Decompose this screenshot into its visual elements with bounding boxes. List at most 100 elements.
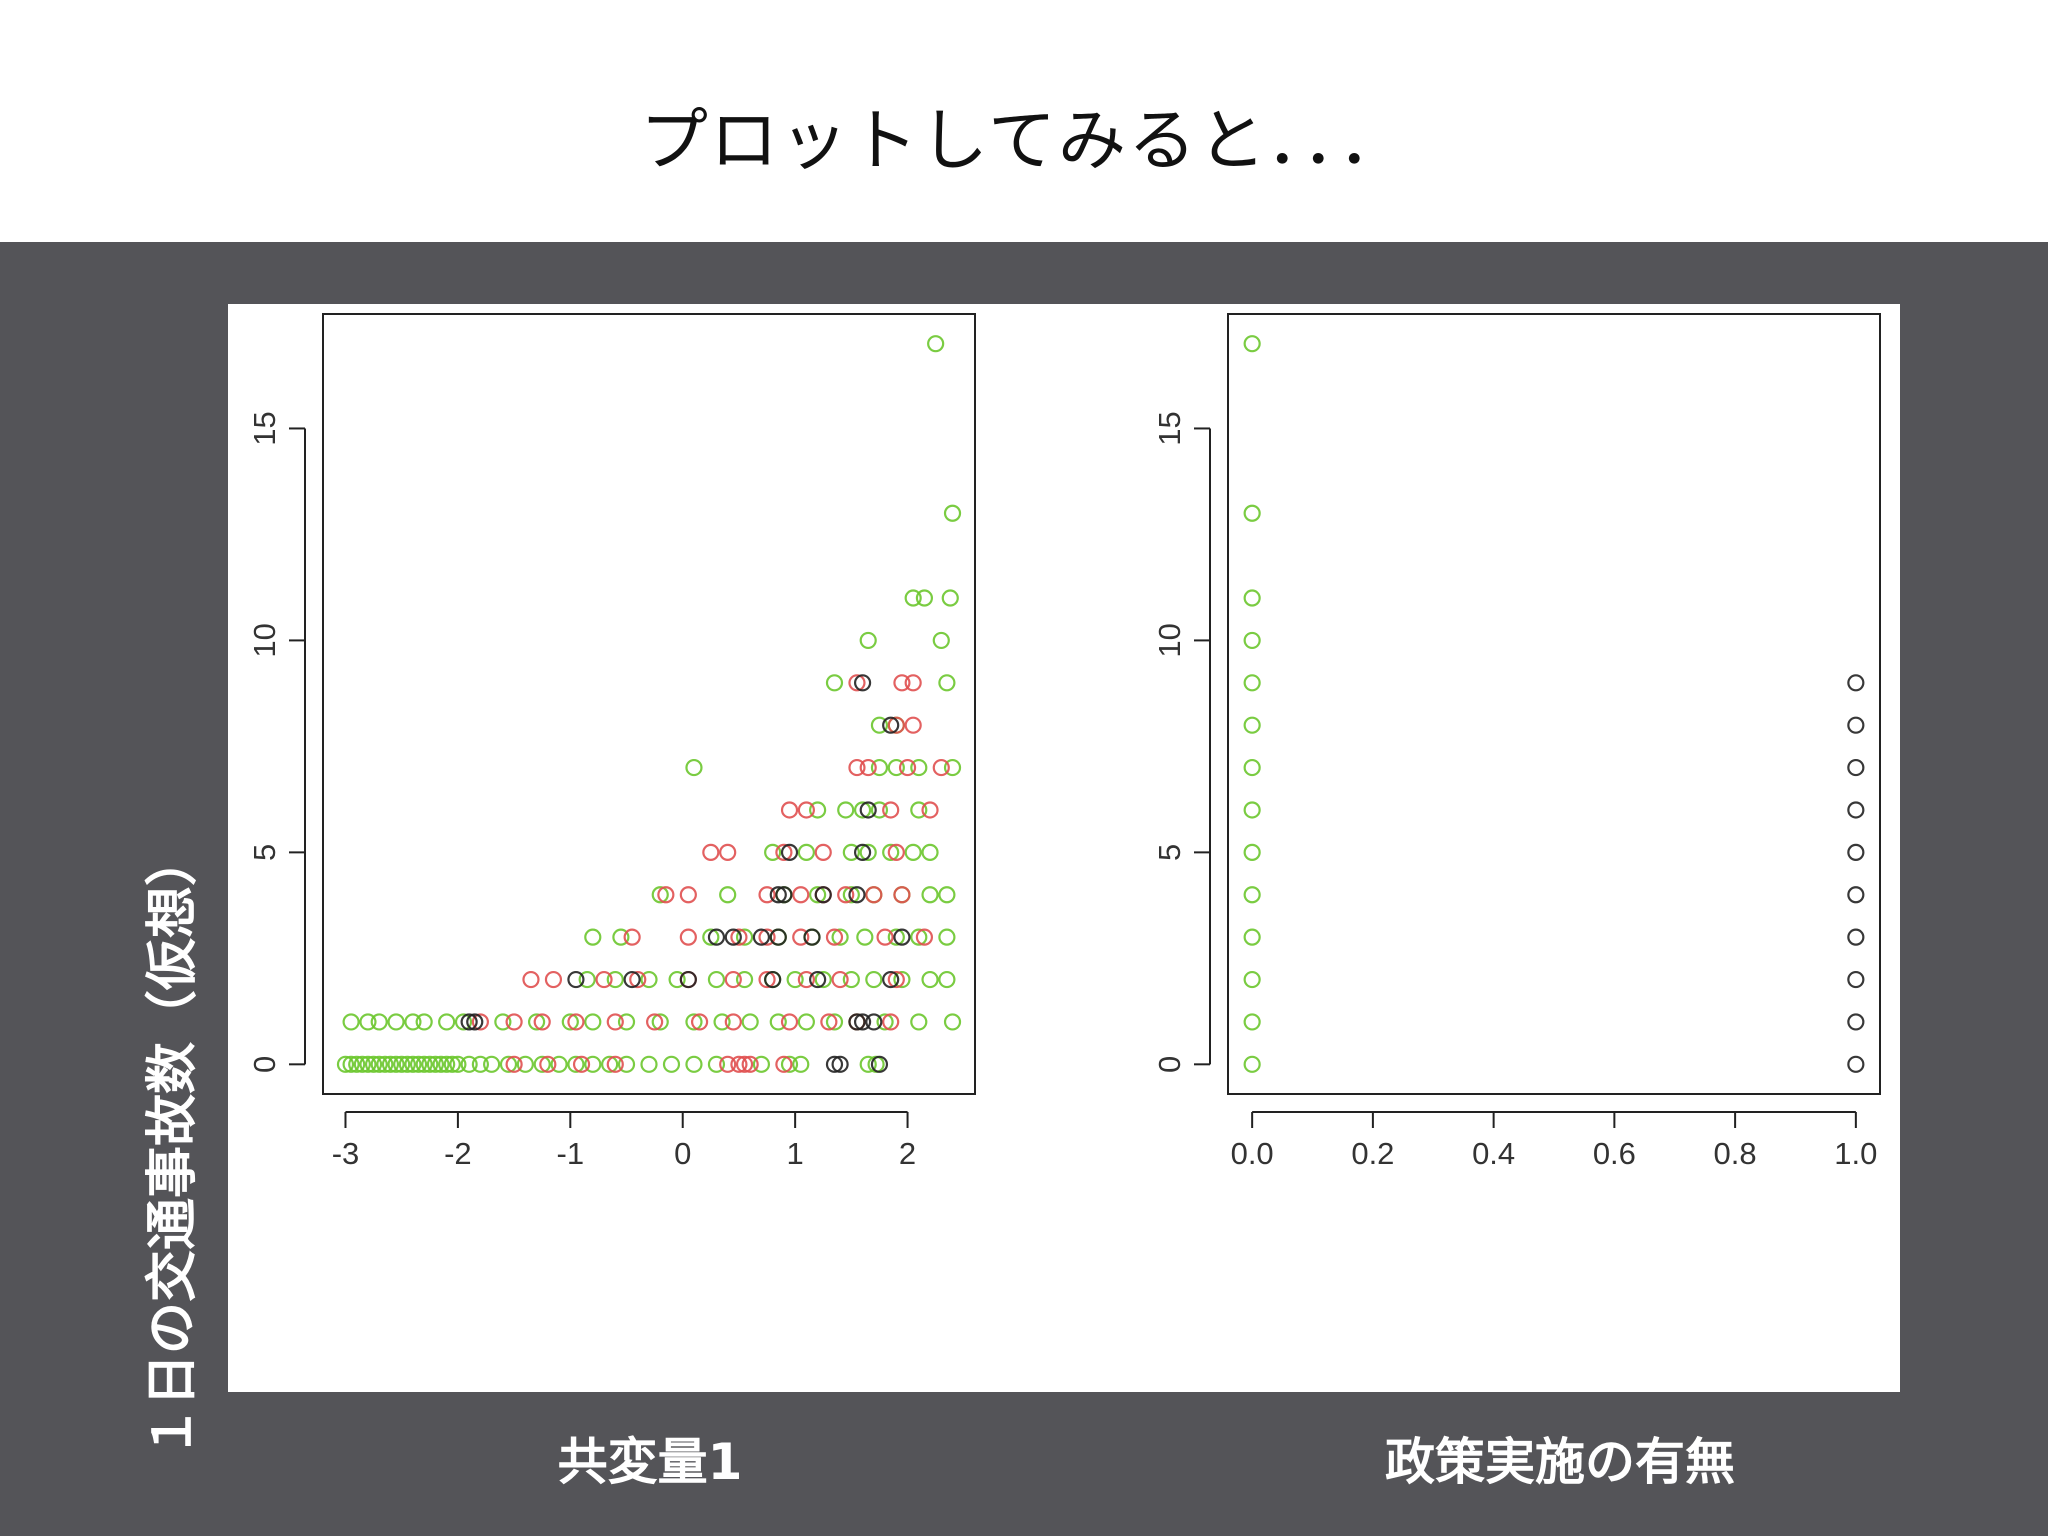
data-point-red	[780, 801, 799, 819]
data-point-green	[421, 1055, 439, 1073]
data-point-green	[853, 801, 872, 819]
data-point-green	[943, 504, 962, 522]
x-tick-label-covariate: 1	[787, 1136, 804, 1171]
x-tick-label-covariate: -2	[444, 1136, 472, 1171]
x-axis-label-covariate: 共変量1	[557, 1433, 743, 1491]
data-point-green	[1243, 970, 1261, 989]
data-point-green	[904, 589, 922, 607]
data-point-red	[865, 886, 883, 904]
data-point-black	[853, 1013, 872, 1031]
data-point-black	[893, 928, 911, 946]
data-point-green	[342, 1055, 360, 1073]
data-point-green	[471, 1055, 489, 1073]
data-point-green	[938, 674, 956, 692]
data-point-green	[336, 1055, 355, 1073]
data-point-black	[848, 886, 866, 904]
data-point-red	[522, 970, 540, 989]
data-point-green	[1243, 504, 1261, 522]
data-point-green	[831, 928, 849, 946]
data-point-green	[601, 1055, 619, 1073]
data-point-red	[730, 1055, 748, 1073]
data-point-black	[803, 928, 821, 946]
data-point-green	[938, 886, 956, 904]
data-point-red	[887, 843, 905, 861]
y-tick-label-covariate: 5	[247, 844, 282, 861]
x-tick-label-covariate: 0	[674, 1136, 691, 1171]
data-point-green	[359, 1055, 377, 1073]
data-point-green	[887, 758, 905, 777]
data-point-green	[1243, 716, 1261, 734]
data-point-black	[1847, 1055, 1865, 1073]
data-point-green	[426, 1055, 445, 1073]
data-point-red	[780, 1013, 799, 1031]
slide-title: プロットしてみると．．．	[640, 102, 1408, 181]
data-point-green	[662, 1055, 681, 1073]
data-point-green	[921, 886, 939, 904]
data-point-green	[882, 843, 900, 861]
data-point-green	[364, 1055, 383, 1073]
data-point-green	[640, 970, 658, 989]
data-point-green	[938, 970, 956, 989]
x-tick-label-policy: 0.0	[1231, 1136, 1274, 1171]
data-point-green	[438, 1013, 456, 1031]
data-point-green	[702, 928, 720, 946]
data-point-red	[719, 843, 737, 861]
data-point-red	[471, 1013, 489, 1031]
data-point-green	[1243, 843, 1261, 861]
x-tick-label-covariate: -3	[332, 1136, 360, 1171]
data-point-red	[646, 1013, 664, 1031]
data-point-green	[769, 1013, 787, 1031]
data-point-red	[932, 758, 950, 777]
data-point-green	[353, 1055, 371, 1073]
data-point-black	[1847, 1013, 1865, 1031]
data-point-green	[381, 1055, 400, 1073]
data-point-green	[876, 1013, 894, 1031]
y-tick-label-policy: 5	[1152, 844, 1187, 861]
slide-title-area: プロットしてみると．．．	[0, 0, 2048, 242]
data-point-black	[707, 928, 726, 946]
data-point-green	[735, 970, 754, 989]
data-point-green	[432, 1055, 450, 1073]
data-point-red	[775, 843, 793, 861]
data-point-green	[1243, 1013, 1261, 1031]
data-point-green	[780, 1055, 799, 1073]
data-point-green	[825, 674, 844, 692]
x-tick-label-policy: 0.8	[1714, 1136, 1757, 1171]
data-point-black	[679, 970, 697, 989]
x-tick-label-policy: 1.0	[1834, 1136, 1877, 1171]
data-point-green	[910, 801, 928, 819]
data-point-red	[758, 970, 776, 989]
data-point-red	[887, 716, 905, 734]
data-point-green	[584, 1013, 602, 1031]
data-point-green	[567, 1055, 585, 1073]
data-point-green	[1243, 1055, 1261, 1073]
data-point-black	[1847, 674, 1865, 692]
data-point-green	[404, 1055, 422, 1073]
data-point-green	[921, 843, 939, 861]
data-point-green	[483, 1055, 501, 1073]
data-point-black	[1847, 970, 1865, 989]
data-point-green	[865, 970, 883, 989]
data-point-green	[1243, 589, 1261, 607]
data-point-red	[792, 928, 810, 946]
y-tick-label-covariate: 15	[247, 411, 282, 445]
data-point-green	[1243, 758, 1261, 777]
data-point-red	[595, 970, 613, 989]
data-point-green	[870, 801, 889, 819]
data-point-green	[1243, 335, 1261, 353]
data-point-black	[882, 716, 900, 734]
data-point-black	[466, 1013, 484, 1031]
data-point-green	[668, 970, 686, 989]
data-point-black	[831, 1055, 849, 1073]
data-point-green	[943, 758, 962, 777]
data-point-green	[910, 1013, 928, 1031]
data-point-red	[657, 886, 675, 904]
data-point-green	[640, 1055, 658, 1073]
data-point-green	[735, 928, 754, 946]
data-point-black	[859, 801, 877, 819]
data-point-green	[584, 1055, 602, 1073]
scatter-plots-svg: -3 -2 -1 0 1 2 0 5 10 15 0.0 0.2 0.4 0.6 0.8 1.0 0 5 10 15	[247, 313, 1881, 1171]
data-point-red	[820, 1013, 838, 1031]
data-point-green	[859, 1055, 877, 1073]
y-tick-label-policy: 15	[1152, 411, 1187, 445]
